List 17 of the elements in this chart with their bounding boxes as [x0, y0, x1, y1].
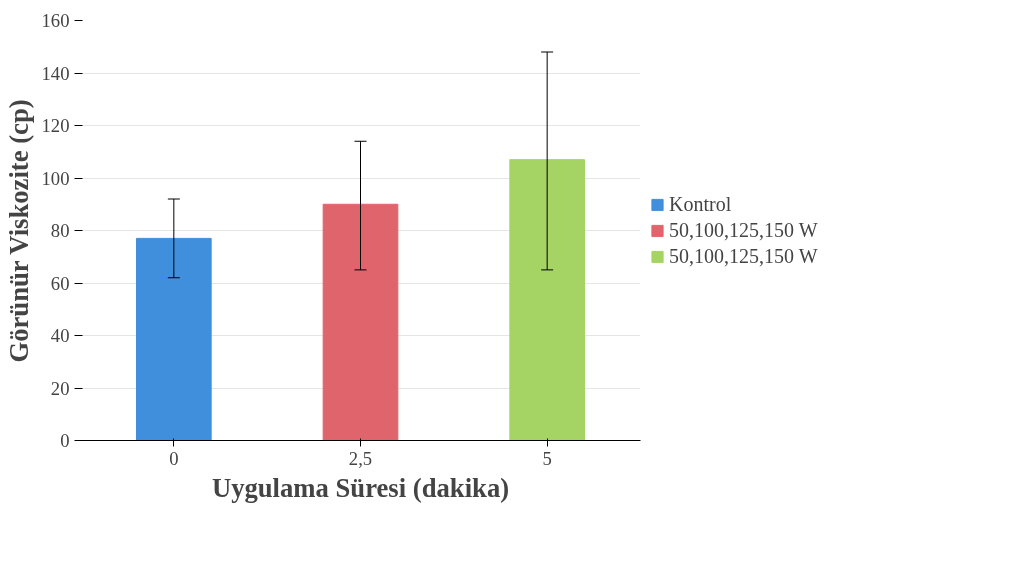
y-tick-label: 140 — [41, 62, 70, 84]
y-axis-title: Görünür Viskozite (cp) — [3, 99, 34, 363]
legend-label: 50,100,125,150 W — [669, 218, 818, 242]
y-tick-label: 120 — [41, 115, 70, 136]
y-tick-label: 60 — [50, 272, 70, 294]
y-tick-label: 20 — [50, 377, 70, 399]
x-tick-label: 5 — [542, 447, 552, 469]
x-axis-title: Uygulama Süresi (dakika) — [211, 472, 510, 503]
legend-label: 50,100,125,150 W — [669, 244, 818, 268]
x-tick-label: 2,5 — [348, 447, 373, 469]
y-tick-label: 40 — [50, 325, 70, 346]
legend-label: Kontrol — [669, 192, 732, 216]
y-tick-label: 160 — [41, 10, 70, 31]
x-tick-label: 0 — [169, 447, 179, 469]
y-tick-label: 80 — [50, 220, 70, 241]
y-tick-label: 100 — [41, 167, 70, 189]
y-tick-label: 0 — [60, 430, 70, 451]
